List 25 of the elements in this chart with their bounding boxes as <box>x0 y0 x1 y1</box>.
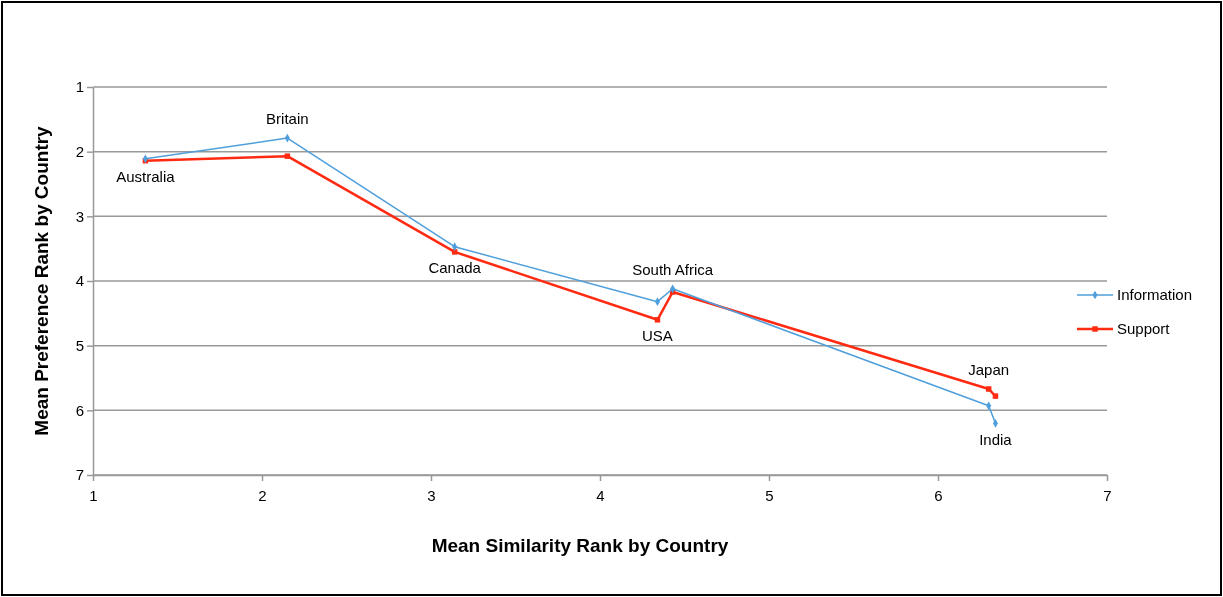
y-tick-label: 6 <box>75 401 84 419</box>
annotation: South Africa <box>632 261 714 279</box>
x-tick-label: 2 <box>258 486 267 504</box>
x-tick-label: 7 <box>1103 486 1112 504</box>
y-tick-label: 4 <box>75 272 84 290</box>
annotation: Britain <box>266 110 309 128</box>
annotation: Canada <box>428 259 482 277</box>
y-tick-label: 1 <box>75 78 84 96</box>
annotation: Japan <box>968 361 1010 379</box>
x-tick-label: 5 <box>765 486 774 504</box>
y-tick-label: 5 <box>75 336 84 354</box>
y-tick-label: 7 <box>75 466 84 484</box>
x-axis-title: Mean Similarity Rank by Country <box>431 535 729 556</box>
x-tick-label: 6 <box>934 486 943 504</box>
x-tick-label: 1 <box>89 486 98 504</box>
legend-label: Information <box>1117 286 1193 304</box>
y-tick-label: 2 <box>75 142 84 160</box>
annotation: Australia <box>116 167 176 185</box>
x-tick-label: 3 <box>427 486 436 504</box>
y-axis-title: Mean Preference Rank by Country <box>31 125 52 436</box>
legend-label: Support <box>1117 320 1171 338</box>
annotation: India <box>979 430 1013 448</box>
x-tick-label: 4 <box>596 486 605 504</box>
annotation: USA <box>642 327 673 345</box>
y-tick-label: 3 <box>75 207 84 225</box>
